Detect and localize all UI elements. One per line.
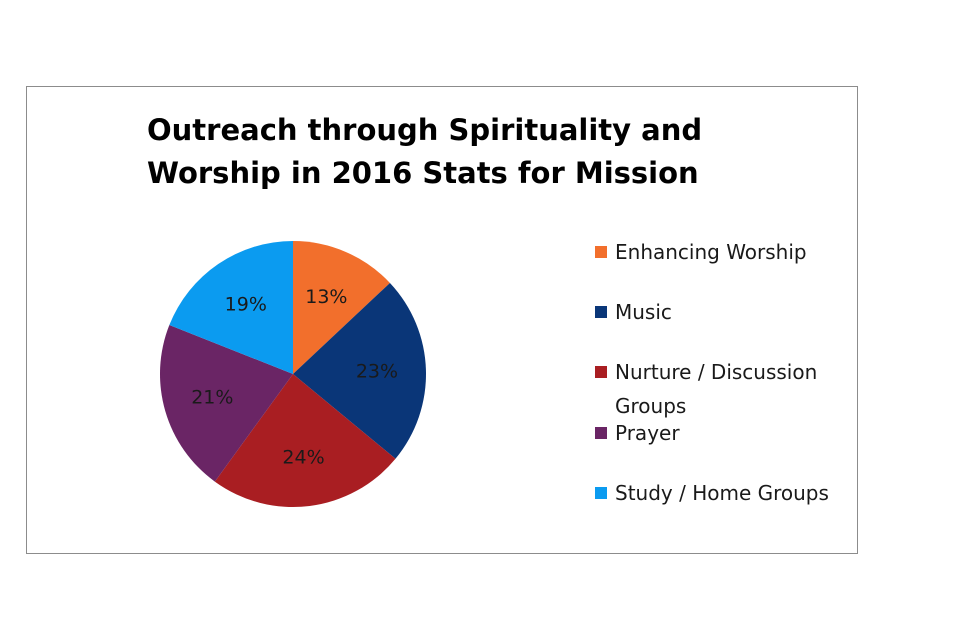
legend-swatch-prayer <box>595 427 607 439</box>
data-label-enhancing-worship: 13% <box>305 286 347 308</box>
legend-label-music: Music <box>615 300 672 324</box>
pie-slice-nurture-discussion-groups <box>214 374 396 507</box>
data-label-music: 23% <box>356 360 398 382</box>
pie-slice-music <box>293 282 427 459</box>
legend-label-study-home-groups: Study / Home Groups <box>615 481 829 505</box>
legend-swatch-nurture-discussion-groups <box>595 366 607 378</box>
pie-slice-enhancing-worship <box>293 241 390 374</box>
data-label-nurture-discussion-groups: 24% <box>282 446 324 468</box>
chart-frame: Outreach through Spirituality and Worshi… <box>26 86 858 554</box>
legend-swatch-enhancing-worship <box>595 246 607 258</box>
pie-slice-prayer <box>159 325 293 482</box>
pie-slice-study-home-groups <box>169 241 293 374</box>
legend-swatch-study-home-groups <box>595 487 607 499</box>
legend-label-prayer: Prayer <box>615 421 680 445</box>
pie-chart: 13% 23% 24% 21% 19% <box>159 241 427 507</box>
data-label-prayer: 21% <box>191 386 233 408</box>
legend-label-enhancing-worship: Enhancing Worship <box>615 240 807 264</box>
data-label-study-home-groups: 19% <box>225 294 267 316</box>
legend-label-nurture-discussion-groups: Nurture / Discussion Groups <box>615 360 818 418</box>
legend-swatch-music <box>595 306 607 318</box>
